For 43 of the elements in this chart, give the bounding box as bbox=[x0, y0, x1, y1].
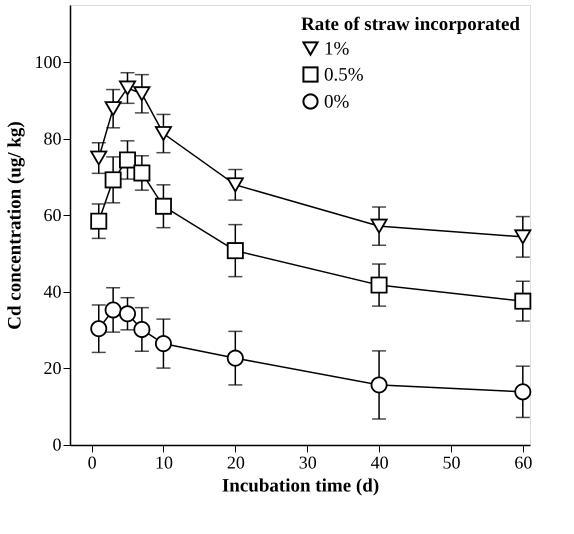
point bbox=[514, 292, 532, 310]
x-tick-label: 10 bbox=[154, 452, 173, 472]
x-axis-title: Incubation time (d) bbox=[222, 476, 380, 496]
point bbox=[514, 229, 532, 244]
legend-label: 0.5% bbox=[324, 64, 364, 86]
y-axis-title: Cd concentration (ug/ kg) bbox=[4, 121, 26, 330]
y-tick-label: 20 bbox=[44, 358, 62, 378]
point bbox=[119, 305, 136, 322]
y-tick-label: 60 bbox=[44, 204, 62, 225]
y-tick-label: 100 bbox=[34, 52, 62, 72]
legend-title: Rate of straw incorporated bbox=[301, 14, 520, 35]
point bbox=[226, 350, 244, 367]
point bbox=[226, 177, 244, 192]
x-tick-label: 40 bbox=[370, 452, 389, 472]
point bbox=[104, 171, 122, 188]
point bbox=[226, 242, 244, 260]
y-tick-label: 40 bbox=[44, 281, 62, 302]
x-tick-label: 0 bbox=[88, 452, 97, 472]
x-tick-label: 30 bbox=[298, 452, 317, 472]
point bbox=[514, 383, 532, 400]
y-tick-label: 80 bbox=[44, 128, 62, 148]
point bbox=[104, 101, 122, 116]
x-tick-label: 50 bbox=[442, 452, 460, 472]
point bbox=[154, 198, 172, 215]
legend-label: 1% bbox=[324, 38, 350, 60]
point bbox=[90, 212, 108, 230]
point bbox=[104, 301, 122, 318]
point bbox=[133, 164, 150, 182]
x-tick-label: 60 bbox=[514, 452, 532, 472]
point bbox=[119, 151, 136, 168]
legend-label: 0% bbox=[324, 92, 350, 112]
point bbox=[90, 150, 108, 166]
point bbox=[154, 335, 172, 352]
point bbox=[90, 320, 108, 338]
point bbox=[370, 376, 388, 394]
y-tick-label: 0 bbox=[52, 434, 62, 454]
point bbox=[119, 80, 136, 96]
point bbox=[370, 218, 388, 234]
point bbox=[133, 86, 150, 102]
point bbox=[370, 276, 388, 294]
x-tick-label: 20 bbox=[226, 452, 245, 472]
point bbox=[133, 320, 150, 338]
point bbox=[154, 126, 172, 142]
